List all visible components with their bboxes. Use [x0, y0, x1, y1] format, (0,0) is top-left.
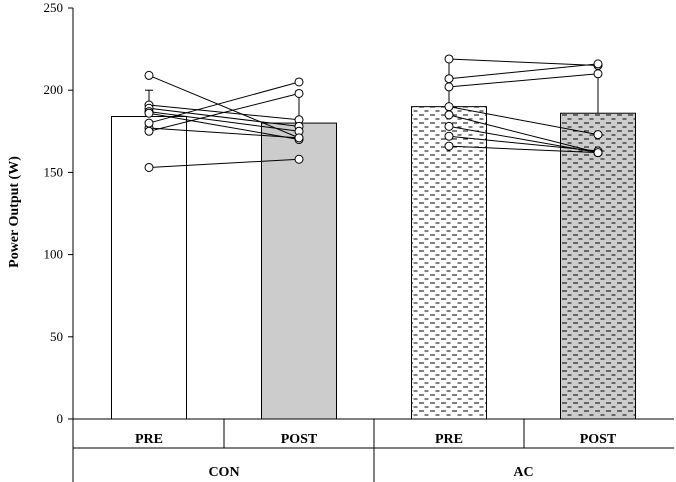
bar-dash-pattern [560, 113, 636, 419]
subject-point-post [294, 154, 304, 164]
subject-line [448, 73, 599, 88]
subject-line [148, 112, 300, 141]
subject-line [448, 145, 599, 154]
bar-fill [261, 123, 337, 419]
subject-line [148, 93, 300, 132]
subject-point-pre [444, 82, 454, 92]
subject-line [148, 107, 300, 127]
category-label: POST [281, 432, 318, 447]
subject-point-post [294, 77, 304, 87]
subject-point-post [593, 148, 603, 158]
subject-point-post [294, 133, 304, 143]
bar-dash-pattern [411, 106, 487, 419]
category-label: POST [580, 432, 617, 447]
subject-line [448, 114, 599, 154]
subject-line [148, 111, 300, 132]
subject-line [148, 158, 300, 168]
subject-point-pre [444, 131, 454, 141]
subject-point-pre [144, 70, 154, 80]
subject-line [448, 63, 599, 80]
subject-line [448, 135, 599, 152]
y-axis-label: Power Output (W) [7, 156, 22, 268]
subject-point-pre [444, 54, 454, 64]
subject-line [148, 74, 300, 139]
subject-point-pre [144, 126, 154, 136]
subject-line [448, 58, 599, 67]
subject-point-pre [144, 108, 154, 118]
bar-fill [111, 116, 187, 419]
subject-point-pre [144, 118, 154, 128]
y-tick-label: 250 [44, 0, 64, 15]
subject-point-pre [444, 102, 454, 112]
subject-line [448, 106, 599, 136]
category-label: PRE [135, 432, 163, 447]
y-tick-label: 100 [44, 247, 64, 262]
subject-point-pre [444, 141, 454, 151]
subject-point-post [593, 69, 603, 79]
subject-point-post [593, 59, 603, 69]
y-tick-label: 0 [57, 411, 64, 426]
subject-point-pre [444, 74, 454, 84]
y-tick-label: 150 [44, 164, 64, 179]
subject-point-pre [144, 162, 154, 172]
category-label: PRE [435, 432, 463, 447]
subject-point-post [593, 130, 603, 140]
group-label: AC [513, 465, 533, 480]
group-label: CON [208, 465, 239, 480]
subject-line [148, 127, 300, 139]
subject-point-pre [444, 110, 454, 120]
y-tick-label: 200 [44, 82, 64, 97]
subject-point-pre [444, 121, 454, 131]
subject-point-post [294, 88, 304, 98]
y-tick-label: 50 [50, 329, 63, 344]
subject-line [148, 81, 300, 124]
